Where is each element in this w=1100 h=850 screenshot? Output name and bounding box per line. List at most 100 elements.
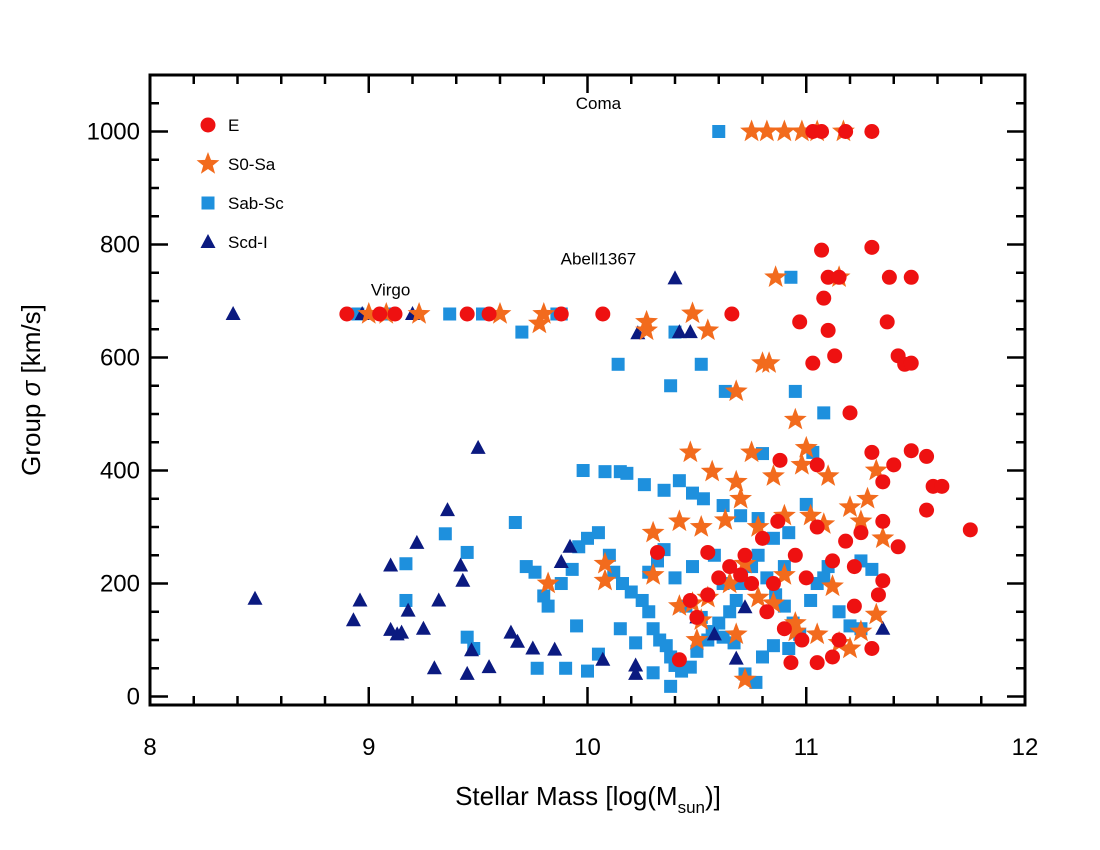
point (782, 526, 796, 540)
point (805, 355, 821, 371)
point (864, 602, 888, 625)
point (685, 628, 709, 650)
point (773, 563, 796, 585)
point (733, 567, 749, 583)
point (724, 469, 748, 492)
point (809, 519, 825, 535)
point (812, 512, 836, 534)
point (528, 311, 551, 334)
point (827, 348, 843, 364)
point (784, 270, 798, 284)
point (777, 599, 791, 613)
point (628, 665, 644, 680)
point (637, 478, 651, 492)
point (503, 624, 519, 639)
x-label-sub: sun (678, 798, 705, 817)
point (821, 574, 844, 597)
point (755, 530, 770, 546)
point (683, 660, 697, 674)
point (694, 357, 708, 371)
point (764, 265, 787, 287)
point (541, 599, 555, 613)
point (799, 503, 822, 526)
x-tick-label: 11 (794, 734, 819, 761)
point (671, 324, 687, 339)
point (668, 594, 691, 616)
point (817, 406, 831, 420)
point (853, 525, 869, 541)
point (431, 592, 447, 607)
y-axis-label: Group σ [km/s] (16, 304, 46, 476)
point (470, 439, 486, 454)
y-label-main: Group (16, 396, 46, 476)
point (581, 664, 594, 678)
point (530, 661, 544, 675)
point (773, 119, 796, 142)
point (790, 119, 814, 142)
point (766, 531, 780, 545)
point (646, 622, 660, 636)
legend-label: E (228, 116, 239, 135)
point (716, 499, 730, 513)
point (641, 563, 665, 585)
point (481, 659, 497, 674)
point (525, 640, 541, 655)
point (838, 636, 862, 659)
point (459, 306, 475, 322)
point (686, 560, 699, 574)
point (443, 307, 457, 321)
point (537, 589, 551, 603)
point (593, 551, 617, 574)
point (794, 632, 810, 648)
point (838, 533, 854, 549)
point (547, 641, 563, 656)
y-label-unit: [km/s] (16, 304, 46, 381)
point (528, 565, 542, 579)
point (864, 124, 880, 140)
point (875, 513, 891, 529)
point (783, 407, 807, 430)
point (864, 239, 880, 255)
point (831, 632, 847, 648)
point (595, 651, 611, 666)
point (729, 593, 743, 607)
point (746, 585, 770, 608)
point (553, 554, 569, 569)
point (724, 379, 748, 402)
point (886, 457, 902, 473)
point (804, 593, 818, 607)
point (787, 547, 803, 563)
y-tick-label: 600 (100, 345, 140, 372)
point (765, 576, 781, 592)
y-tick-label: 800 (100, 232, 140, 259)
point (459, 665, 475, 680)
point (372, 306, 388, 322)
point (919, 502, 935, 518)
point (690, 644, 704, 658)
point (716, 630, 730, 644)
point (849, 619, 873, 642)
point (682, 324, 698, 339)
point (711, 570, 727, 586)
point (345, 612, 361, 627)
legend-marker (201, 196, 215, 210)
annotation: Coma (576, 94, 622, 113)
point (832, 605, 846, 619)
point (879, 314, 895, 330)
point (394, 624, 410, 639)
point (740, 440, 763, 463)
point (565, 562, 579, 576)
point (536, 571, 560, 594)
plot-frame (148, 73, 1027, 707)
point (668, 571, 682, 585)
point (746, 515, 770, 537)
point (635, 318, 658, 341)
point (814, 124, 830, 140)
legend-label: Scd-I (228, 233, 268, 252)
point (724, 306, 740, 322)
point (762, 464, 785, 486)
point (664, 379, 678, 393)
point (438, 527, 452, 541)
point (553, 306, 569, 322)
